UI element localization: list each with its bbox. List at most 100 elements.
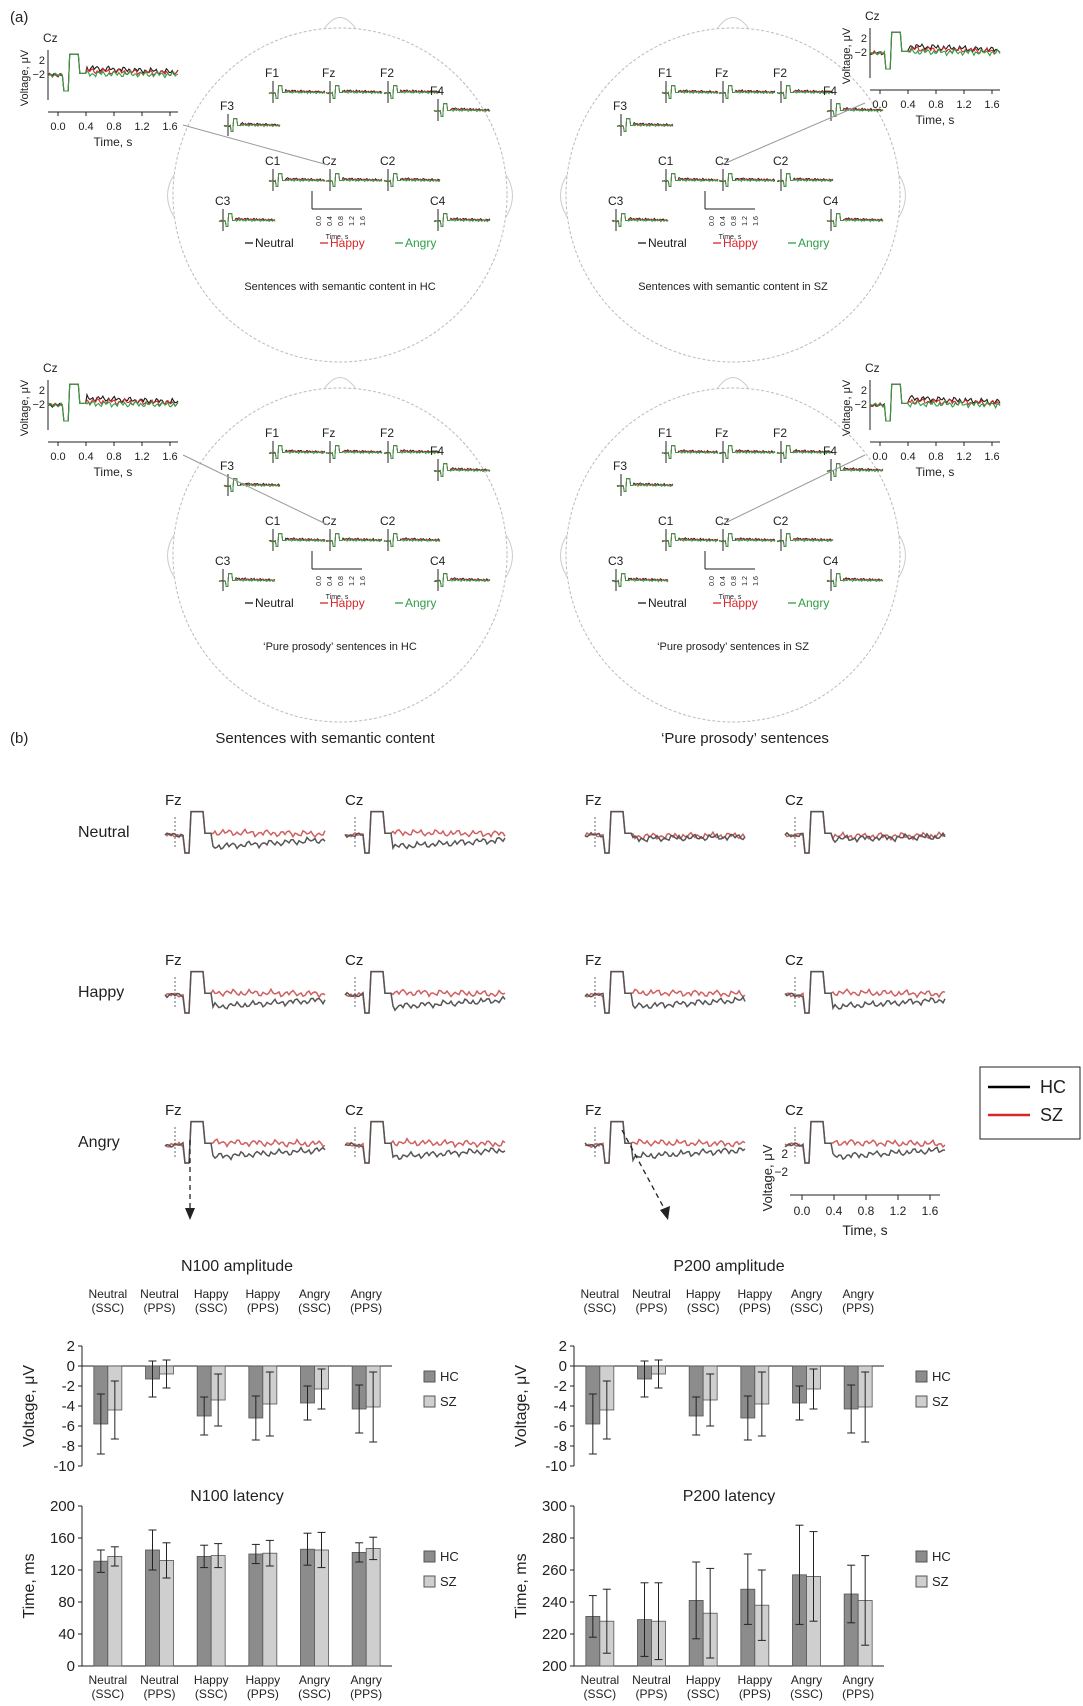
- erp-trace: [661, 533, 719, 548]
- erp-trace: [616, 118, 674, 133]
- zoom-erp-trace: [869, 383, 1001, 422]
- mini-scale: 0.0 0.4 0.8 1.2 1.6 Time, s: [311, 191, 367, 241]
- category-label: (SSC): [91, 1687, 124, 1701]
- zoom-inset-cz-2: Cz Voltage, μV 2 −2 0.0 0.4 0.8 1.2 1.6 Time, s: [720, 9, 1001, 166]
- legend-swatch: [423, 1575, 436, 1588]
- legend-entry: Angry: [405, 236, 436, 250]
- mini-scale-x-tick: 0.4: [720, 576, 727, 586]
- erp-trace: [776, 445, 834, 460]
- erp-trace: [777, 533, 834, 548]
- y-tick-label: -4: [554, 1398, 567, 1415]
- hc-trace: [584, 810, 746, 854]
- legend-entry: SZ: [440, 1394, 457, 1409]
- arrow-head-p200: [660, 1206, 670, 1220]
- zoom-x-tick: 0.0: [872, 451, 887, 463]
- y-tick-label: 240: [542, 1594, 567, 1611]
- category-label: Angry: [842, 1287, 873, 1301]
- legend-swatch: [423, 1395, 436, 1408]
- electrode-label-F4: F4: [430, 444, 444, 458]
- erp-trace: [826, 103, 884, 118]
- category-label: Neutral: [140, 1287, 179, 1301]
- erp-trace: [718, 85, 776, 100]
- electrode-waveform-F3: [616, 114, 674, 136]
- scale-y-tick: 2: [781, 1147, 788, 1161]
- electrode-label-C2: C2: [380, 154, 396, 168]
- category-label: (SSC): [195, 1301, 228, 1315]
- emotion-legend: Neutral Happy Angry: [245, 236, 436, 250]
- electrode-waveform-F4: [826, 459, 884, 481]
- bar-sz: [210, 1555, 226, 1667]
- zoom-x-tick: 0.0: [50, 121, 65, 133]
- mini-scale: 0.0 0.4 0.8 1.2 1.6 Time, s: [311, 551, 367, 601]
- group-erp-plot: Cz: [784, 952, 946, 1014]
- legend-entry: Angry: [405, 596, 436, 610]
- category-label: Neutral: [88, 1673, 127, 1687]
- legend-entry: Angry: [798, 236, 829, 250]
- electrode-waveform-Fz: [718, 441, 776, 463]
- electrode-waveform-F2: [776, 441, 834, 463]
- emotion-legend: Neutral Happy Angry: [245, 596, 436, 610]
- zoom-x-tick: 0.4: [78, 451, 93, 463]
- electrode-waveform-Cz: [325, 169, 383, 191]
- legend-swatch: [423, 1370, 436, 1383]
- erp-trace: [611, 573, 669, 588]
- erp-trace: [718, 445, 776, 460]
- zoom-inset-cz-1: Cz Voltage, μV 2 −2 0.0 0.4 0.8 1.2 1.6 Time, s: [19, 31, 329, 166]
- chart-title: P200 latency: [683, 1488, 776, 1505]
- bar-hc: [300, 1548, 315, 1667]
- erp-trace: [383, 445, 441, 460]
- mini-scale-x-tick: 0.0: [709, 216, 716, 226]
- erp-trace: [268, 445, 326, 460]
- electrode-label: Cz: [785, 952, 803, 969]
- head-outline: [565, 387, 901, 723]
- electrode-label-Cz: Cz: [715, 514, 730, 528]
- y-tick-label: -8: [62, 1438, 75, 1455]
- erp-trace: [718, 173, 776, 188]
- y-tick-label: 2: [67, 1338, 75, 1355]
- category-label: Angry: [350, 1673, 381, 1687]
- zoom-pointer-arrow: [182, 454, 329, 526]
- electrode-waveform-C3: [611, 209, 669, 231]
- legend-entry-sz: SZ: [1040, 1105, 1063, 1125]
- erp-trace: [616, 478, 674, 493]
- head-outline: [172, 387, 508, 723]
- zoom-x-tick: 1.6: [162, 121, 177, 133]
- legend-entry: SZ: [440, 1574, 457, 1589]
- category-label: (SSC): [687, 1687, 720, 1701]
- electrode-label-F3: F3: [220, 99, 234, 113]
- scalp-map-caption: ‘Pure prosody’ sentences in HC: [263, 641, 417, 653]
- electrode-label-C3: C3: [608, 194, 624, 208]
- electrode-label: Fz: [165, 952, 182, 969]
- zoom-x-tick: 0.8: [928, 451, 943, 463]
- y-axis-label: Time, ms: [513, 1553, 530, 1618]
- electrode-label-F1: F1: [658, 426, 672, 440]
- mini-scale-x-tick: 0.8: [731, 576, 738, 586]
- category-label: Happy: [737, 1673, 772, 1687]
- category-label: Angry: [842, 1673, 873, 1687]
- legend-entry: HC: [440, 1549, 459, 1564]
- legend-entry: Neutral: [648, 236, 687, 250]
- arrow-to-p200: [621, 1129, 666, 1211]
- y-tick-label: 2: [559, 1338, 567, 1355]
- category-label: Happy: [737, 1287, 772, 1301]
- y-tick-label: -10: [53, 1458, 75, 1475]
- zoom-pointer-arrow: [720, 102, 866, 166]
- electrode-label-C3: C3: [215, 554, 231, 568]
- legend-swatch: [915, 1575, 928, 1588]
- electrode-waveform-F1: [661, 81, 719, 103]
- electrode-waveform-Cz: [325, 529, 383, 551]
- electrode-waveform-C4: [433, 569, 491, 591]
- erp-trace: [383, 533, 441, 548]
- electrode-label-C1: C1: [658, 154, 674, 168]
- electrode-waveform-C3: [218, 569, 276, 591]
- category-label: Neutral: [580, 1673, 619, 1687]
- mini-scale-x-tick: 1.2: [742, 216, 749, 226]
- electrode-waveform-F2: [383, 441, 441, 463]
- electrode-waveform-F2: [776, 81, 834, 103]
- zoom-x-tick: 0.8: [106, 121, 121, 133]
- y-tick-label: 0: [559, 1358, 567, 1375]
- mini-scale-x-tick: 1.6: [360, 576, 367, 586]
- group-erp-scale: Voltage, μV 2 −2 0.0 0.4 0.8 1.2 1.6 Time, s: [760, 1144, 940, 1238]
- category-label: (SSC): [790, 1687, 823, 1701]
- electrode-label-F3: F3: [220, 459, 234, 473]
